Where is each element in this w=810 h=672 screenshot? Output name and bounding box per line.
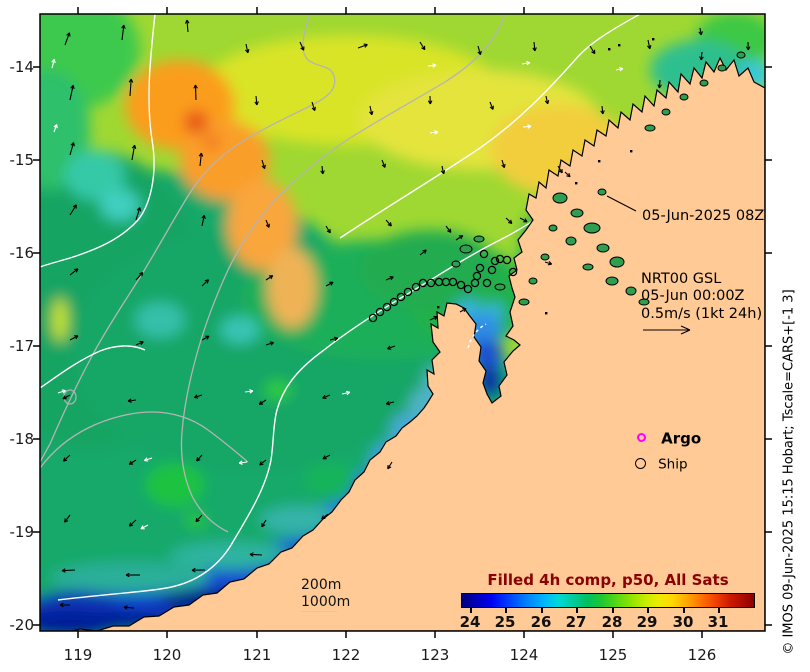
colorbar-tick-27 (576, 608, 578, 613)
colorbar-tick-29 (647, 608, 649, 613)
colorbar-gradient (461, 593, 755, 608)
lat-tick-label--18: -18 (9, 430, 35, 448)
bathymetry-contour-labels: 200m 1000m (301, 577, 350, 611)
velocity-scale-label: 0.5m/s (1kt 24h) (641, 305, 763, 322)
colorbar-title: Filled 4h comp, p50, All Sats (487, 571, 729, 589)
lon-tick-label-121: 121 (242, 646, 272, 664)
lon-tick-label-124: 124 (509, 646, 539, 664)
lat-tick-label--14: -14 (9, 58, 35, 76)
lon-tick-label-119: 119 (63, 646, 93, 664)
colorbar-ticks: 24 25 26 27 28 29 30 31 (459, 608, 753, 634)
lat-tick-label--20: -20 (9, 616, 35, 634)
velocity-annotation: NRT00 GSL 05-Jun 00:00Z 0.5m/s (1kt 24h) (641, 271, 762, 323)
legend-row-ship: Ship (635, 454, 701, 480)
colorbar-value-28: 28 (601, 613, 623, 631)
contour-200m-label: 200m (301, 577, 342, 593)
colorbar-value-26: 26 (530, 613, 552, 631)
colorbar-tick-24 (470, 608, 472, 613)
current-vector-arrows (51, 19, 751, 610)
lat-tick-label--19: -19 (9, 523, 35, 541)
colorbar-value-25: 25 (494, 613, 516, 631)
contour-1000m-label: 1000m (301, 594, 351, 610)
lat-tick-label--15: -15 (9, 151, 35, 169)
lon-tick-label-126: 126 (687, 646, 717, 664)
velocity-time-label: 05-Jun 00:00Z (641, 288, 745, 305)
estuary-dashed-line (467, 323, 487, 349)
contour-line-sample (301, 611, 337, 612)
ship-legend-label: Ship (658, 456, 688, 473)
sst-colorbar: Filled 4h comp, p50, All Sats 24 25 26 27 28… (459, 571, 755, 634)
map-frame (39, 13, 766, 632)
colorbar-tick-31 (718, 608, 720, 613)
bathymetry-contours (40, 14, 641, 601)
colorbar-tick-28 (612, 608, 614, 613)
colorbar-value-30: 30 (672, 613, 694, 631)
land-mass (71, 56, 765, 631)
velocity-scale-arrow (643, 325, 691, 335)
islands (437, 38, 746, 315)
marker-legend: Argo Ship (635, 428, 701, 480)
colorbar-value-24: 24 (459, 613, 481, 631)
lon-tick-label-122: 122 (331, 646, 361, 664)
lon-tick-label-123: 123 (420, 646, 450, 664)
ship-marker-icon (635, 458, 646, 469)
colorbar-tick-25 (505, 608, 507, 613)
lat-tick-label--16: -16 (9, 244, 35, 262)
copyright-watermark: © IMOS 09-Jun-2025 15:15 Hobart; Tscale=… (781, 289, 797, 655)
axis-ticks (33, 7, 772, 638)
colorbar-value-27: 27 (565, 613, 587, 631)
ship-track-markers (368, 249, 518, 323)
lat-tick-label--17: -17 (9, 337, 35, 355)
annotation-leader-line (606, 195, 637, 212)
lon-tick-label-120: 120 (152, 646, 182, 664)
colorbar-tick-30 (683, 608, 685, 613)
legend-row-argo: Argo (636, 428, 701, 454)
argo-legend-label: Argo (661, 429, 702, 448)
argo-marker-icon (637, 433, 646, 442)
velocity-product-label: NRT00 GSL (641, 271, 722, 287)
colorbar-tick-26 (541, 608, 543, 613)
colorbar-value-29: 29 (636, 613, 658, 631)
lon-tick-label-125: 125 (598, 646, 628, 664)
colorbar-value-31: 31 (707, 613, 729, 631)
observation-time-label: 05-Jun-2025 08Z (642, 208, 765, 224)
